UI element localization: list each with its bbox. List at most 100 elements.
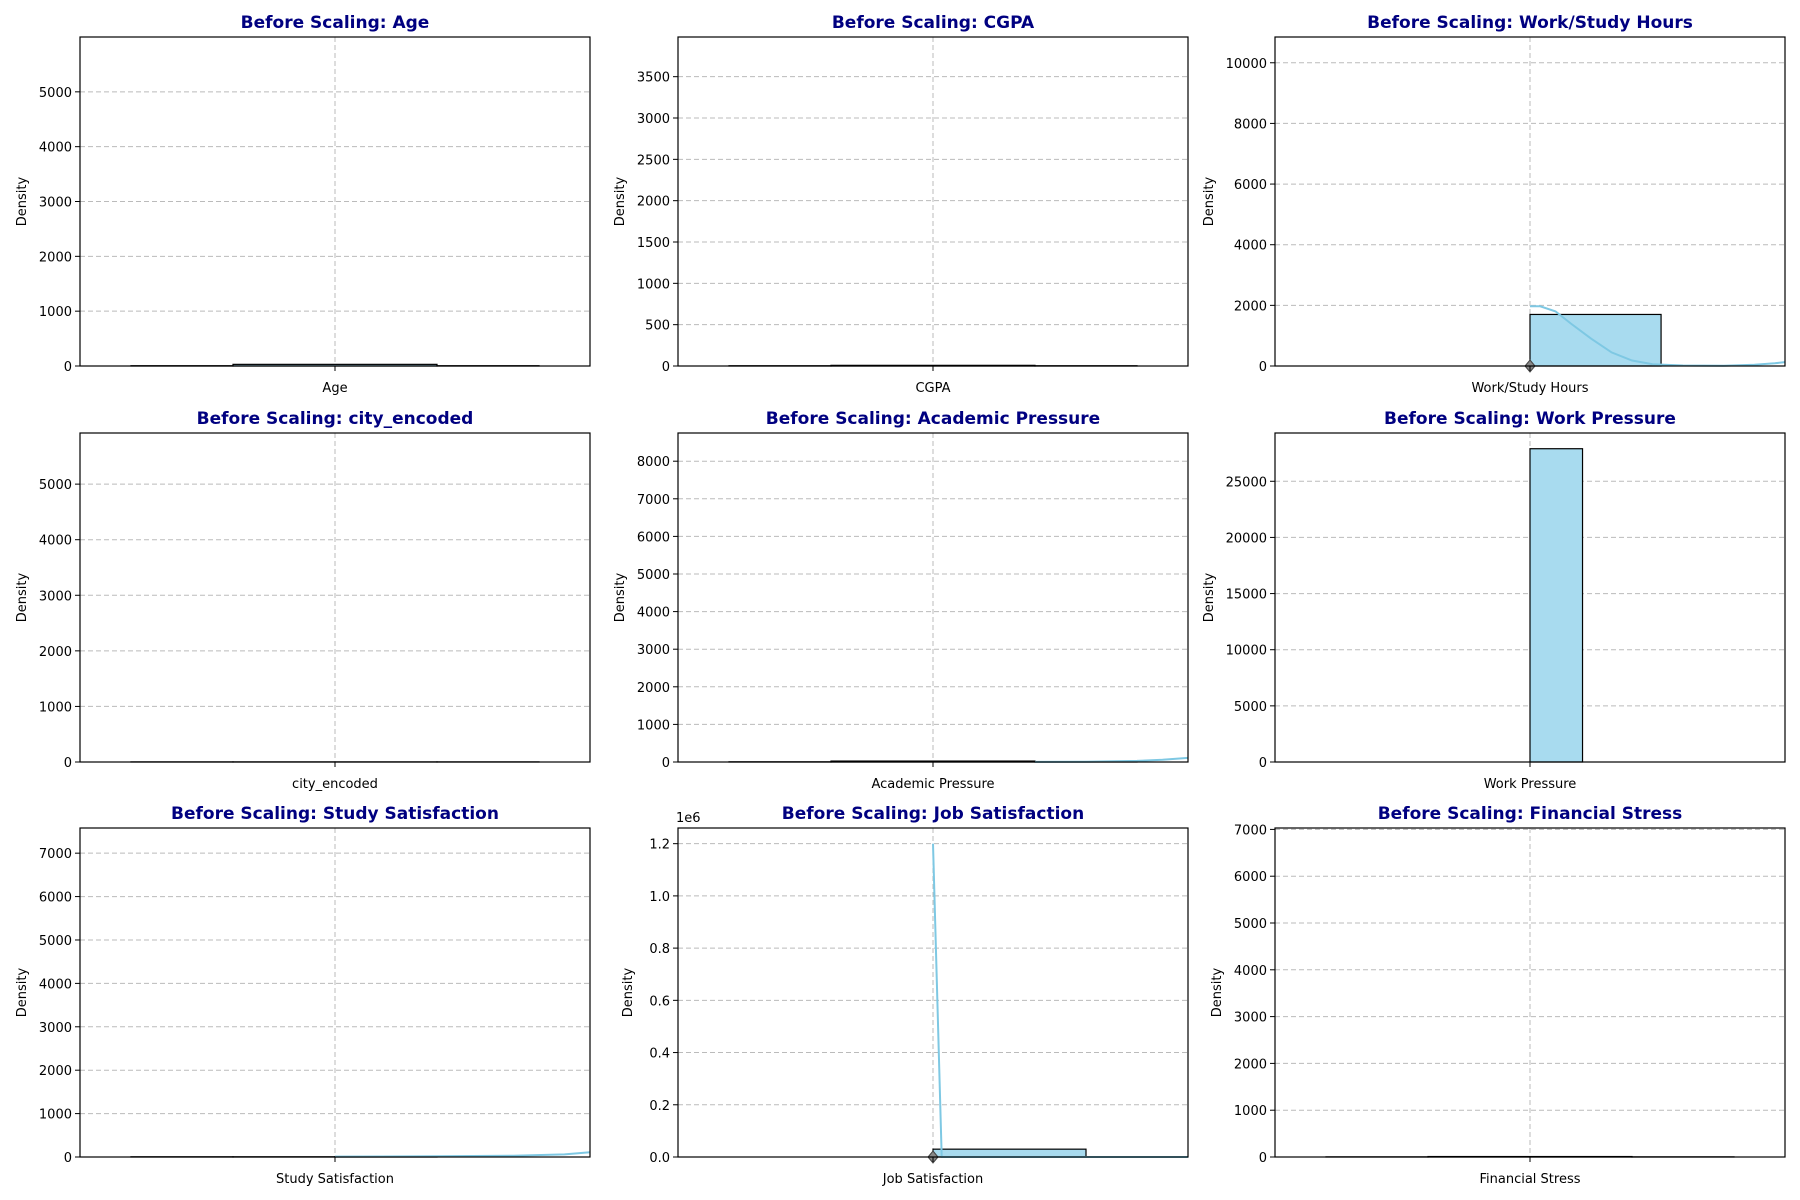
y-axis-label: Density	[613, 572, 628, 622]
chart-title: Before Scaling: Age	[241, 13, 430, 33]
histogram-bar	[1529, 448, 1584, 763]
y-tick-label: 0.4	[649, 1047, 670, 1062]
chart-title: Before Scaling: city_encoded	[197, 409, 474, 429]
y-tick-label: 3000	[637, 112, 670, 127]
y-tick-label: 2000	[39, 1064, 72, 1079]
chart-panel: 0 1000 2000 3000 4000 5000 6000 7000 Before Scal…	[15, 804, 591, 1187]
y-tick-label: 0.6	[649, 994, 670, 1009]
y-tick-label: 0.2	[649, 1099, 670, 1114]
x-axis-label: Work/Study Hours	[1471, 381, 1588, 396]
y-tick-label: 7000	[39, 847, 72, 862]
y-tick-label: 10000	[1226, 57, 1267, 72]
y-tick-label: 0.0	[649, 1151, 670, 1166]
y-tick-label: 1000	[637, 277, 670, 292]
y-tick-label: 3000	[637, 643, 670, 658]
y-tick-label: 4000	[39, 977, 72, 992]
y-tick-label: 6000	[39, 891, 72, 906]
chart-title: Before Scaling: Work/Study Hours	[1367, 13, 1693, 33]
kde-curve	[1034, 756, 1189, 763]
y-tick-label: 1000	[637, 718, 670, 733]
y-tick-label: 7000	[1234, 823, 1267, 838]
y-tick-label: 4000	[39, 534, 72, 549]
histogram-bar	[1529, 313, 1662, 367]
chart-title: Before Scaling: Academic Pressure	[766, 409, 1100, 429]
y-tick-label: 5000	[1234, 917, 1267, 932]
y-tick-label: 0.8	[649, 942, 670, 957]
kde-curve	[1530, 305, 1786, 367]
y-axis-label: Density	[15, 967, 30, 1017]
histogram-bar	[932, 1148, 1087, 1158]
y-tick-label: 3000	[39, 196, 72, 211]
y-tick-label: 1000	[1234, 1104, 1267, 1119]
y-tick-label: 2000	[1234, 1057, 1267, 1072]
y-tick-label: 2000	[39, 250, 72, 265]
y-axis-label: Density	[613, 176, 628, 226]
y-tick-label: 8000	[637, 455, 670, 470]
y-axis-label: Density	[15, 572, 30, 622]
chart-panel: 0 1000 2000 3000 4000 5000 6000 7000 8000 Before …	[613, 409, 1189, 792]
y-offset-label: 1e6	[676, 811, 701, 826]
x-axis-label: Work Pressure	[1484, 777, 1577, 792]
y-tick-label: 2500	[637, 153, 670, 168]
kde-curve	[932, 843, 1188, 1158]
y-tick-label: 5000	[1234, 700, 1267, 715]
y-tick-label: 0	[64, 756, 72, 771]
y-tick-label: 500	[645, 319, 670, 334]
y-tick-label: 0	[1259, 1151, 1267, 1166]
y-tick-label: 2000	[637, 681, 670, 696]
x-axis-label: Study Satisfaction	[276, 1172, 394, 1187]
chart-panel: 0 500 1000 1500 2000 2500 3000 3500 Before Scali…	[613, 13, 1189, 396]
y-tick-label: 6000	[637, 530, 670, 545]
chart-panel: 0 1000 2000 3000 4000 5000 Before Scaling: cit…	[15, 409, 591, 792]
x-axis-label: CGPA	[915, 381, 950, 396]
kde-curve	[334, 1151, 591, 1158]
y-tick-label: 5000	[39, 934, 72, 949]
x-axis-label: city_encoded	[292, 777, 378, 792]
y-axis-label: Density	[1202, 572, 1217, 622]
chart-panel: 0.0 0.2 0.4 0.6 0.8 1.0 1.2 1e6 Before Scaling: …	[621, 804, 1189, 1187]
y-tick-label: 10000	[1226, 644, 1267, 659]
y-tick-label: 0	[662, 360, 670, 375]
x-axis-label: Financial Stress	[1479, 1172, 1580, 1187]
y-tick-label: 15000	[1226, 588, 1267, 603]
y-axis-label: Density	[15, 176, 30, 226]
x-axis-label: Age	[322, 381, 347, 396]
y-tick-label: 2000	[637, 195, 670, 210]
y-tick-label: 4000	[637, 606, 670, 621]
y-tick-label: 2000	[1234, 299, 1267, 314]
y-tick-label: 3500	[637, 71, 670, 86]
y-tick-label: 5000	[39, 86, 72, 101]
y-tick-label: 1000	[39, 700, 72, 715]
y-tick-label: 6000	[1234, 178, 1267, 193]
chart-panel: 0 5000 10000 15000 20000 25000 Before Scaling:…	[1202, 409, 1786, 792]
y-tick-label: 1000	[39, 305, 72, 320]
y-tick-label: 3000	[1234, 1011, 1267, 1026]
y-tick-label: 0	[64, 360, 72, 375]
y-tick-label: 1.2	[649, 838, 670, 853]
y-tick-label: 4000	[1234, 964, 1267, 979]
chart-title: Before Scaling: Work Pressure	[1384, 409, 1676, 429]
y-axis-label: Density	[621, 967, 636, 1017]
y-tick-label: 7000	[637, 493, 670, 508]
y-tick-label: 0	[1259, 756, 1267, 771]
y-tick-label: 0	[64, 1151, 72, 1166]
x-axis-label: Academic Pressure	[871, 777, 994, 792]
y-tick-label: 3000	[39, 589, 72, 604]
chart-panel: 0 1000 2000 3000 4000 5000 6000 7000 Before Scal…	[1210, 804, 1786, 1187]
y-tick-label: 5000	[39, 478, 72, 493]
y-tick-label: 20000	[1226, 531, 1267, 546]
y-tick-label: 4000	[39, 141, 72, 156]
y-tick-label: 6000	[1234, 870, 1267, 885]
chart-title: Before Scaling: Job Satisfaction	[782, 804, 1084, 824]
y-tick-label: 5000	[637, 568, 670, 583]
y-tick-label: 1.0	[649, 890, 670, 905]
y-tick-label: 8000	[1234, 117, 1267, 132]
y-tick-label: 25000	[1226, 475, 1267, 490]
chart-title: Before Scaling: Study Satisfaction	[171, 804, 499, 824]
y-tick-label: 0	[1259, 360, 1267, 375]
y-tick-label: 2000	[39, 645, 72, 660]
chart-panel: 0 1000 2000 3000 4000 5000 Before Scaling: Age…	[15, 13, 591, 396]
y-tick-label: 1000	[39, 1108, 72, 1123]
y-tick-label: 3000	[39, 1021, 72, 1036]
